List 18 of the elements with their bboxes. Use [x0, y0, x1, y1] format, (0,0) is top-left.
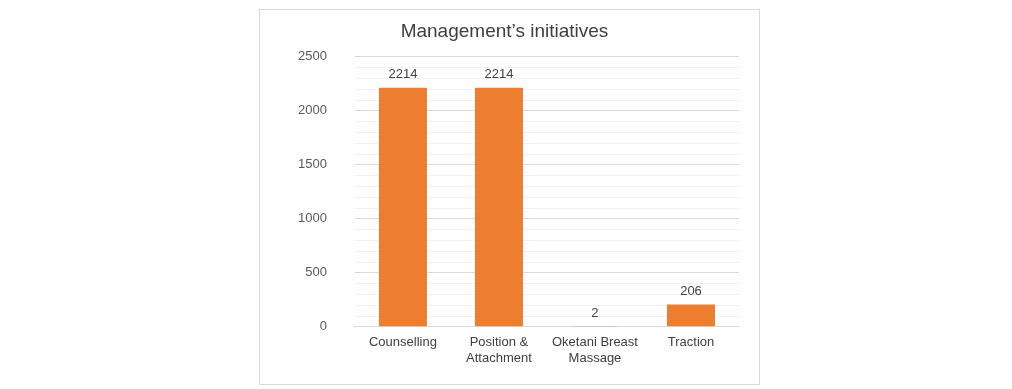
y-tick-label: 1500: [298, 156, 327, 172]
y-tick-label: 2000: [298, 102, 327, 118]
bar: [474, 87, 523, 327]
y-tick-label: 1000: [298, 210, 327, 226]
x-tick-label: Counselling: [368, 334, 437, 350]
y-tick-label: 500: [305, 264, 327, 280]
x-tick-label: Position & Attachment: [466, 334, 533, 365]
y-tick-label: 0: [319, 318, 327, 334]
bar: [666, 304, 715, 327]
x-tick-label: Oketani Breast Massage: [551, 334, 639, 365]
data-label: 2214: [484, 65, 514, 81]
x-tick-label: Traction: [667, 334, 715, 350]
y-tick-label: 2500: [298, 48, 327, 64]
data-label: 206: [680, 282, 702, 298]
bar: [378, 87, 427, 327]
data-label: 2214: [388, 65, 418, 81]
chart-title: Management’s initiatives: [400, 19, 609, 41]
data-label: 2: [591, 304, 599, 320]
